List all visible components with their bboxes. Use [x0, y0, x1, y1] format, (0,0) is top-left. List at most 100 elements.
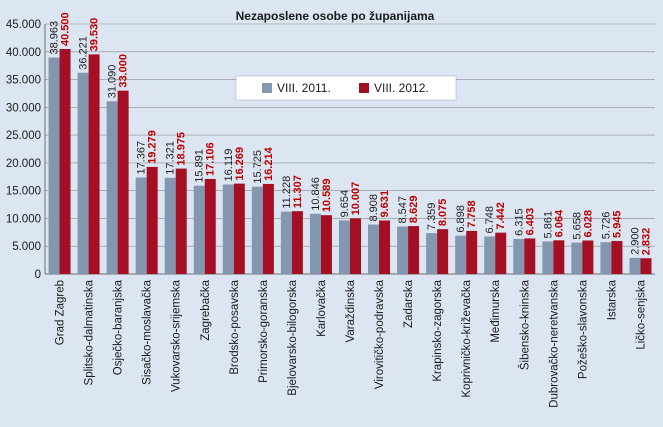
chart-title: Nezaposlene osobe po županijama [236, 9, 435, 23]
bar-2011 [339, 220, 350, 274]
bar-2012 [640, 258, 652, 274]
bar-2012 [495, 232, 507, 274]
bar-2012 [379, 220, 391, 274]
legend-swatch-2011 [262, 83, 272, 93]
bar-2012 [437, 229, 449, 274]
bar-2012 [582, 240, 594, 274]
y-tick-label: 30.000 [6, 102, 41, 114]
category-label: Splitsko-dalmatinska [84, 279, 96, 385]
bar-2012 [611, 240, 623, 274]
category-label: Zagrebačka [200, 279, 212, 340]
bar-2012 [524, 238, 536, 274]
data-label-2011: 5.726 [600, 212, 612, 240]
bar-2011 [280, 211, 292, 274]
y-tick-label: 15.000 [6, 186, 41, 198]
data-label-2012: 2.832 [640, 228, 652, 256]
data-label-2011: 6.315 [513, 208, 525, 236]
category-label: Bjelovarsko-bilogorska [287, 279, 299, 395]
data-label-2012: 39.530 [89, 18, 101, 52]
data-label-2011: 17.367 [136, 141, 148, 175]
category-label: Koprivničko-križevačka [461, 279, 473, 397]
data-label-2012: 8.629 [408, 196, 420, 224]
bar-2011 [542, 241, 554, 274]
legend: VIII. 2011. VIII. 2012. [235, 75, 457, 101]
data-label-2011: 8.908 [368, 194, 380, 222]
y-tick-label: 40.000 [6, 47, 41, 59]
data-label-2012: 17.106 [205, 142, 217, 176]
category-label: Vukovarsko-srijemska [171, 279, 183, 392]
data-label-2012: 10.007 [350, 182, 362, 216]
category-label: Sisačko-moslavačka [142, 279, 154, 384]
bar-2011 [251, 186, 263, 274]
data-label-2011: 6.898 [455, 205, 467, 233]
category-label: Ličko-senjska [635, 279, 647, 349]
data-label-2011: 5.861 [542, 211, 554, 239]
data-label-2012: 6.028 [582, 210, 594, 238]
bar-2012 [146, 166, 158, 274]
data-label-2011: 15.891 [194, 149, 206, 183]
data-label-2011: 11.228 [281, 176, 293, 209]
y-tick-label: 20.000 [6, 158, 41, 170]
category-label: Šibensko-kninska [518, 279, 531, 370]
y-tick-label: 0 [35, 269, 41, 281]
data-label-2011: 7.359 [426, 203, 438, 231]
y-tick-label: 10.000 [6, 213, 41, 225]
category-label: Krapinsko-zagorska [432, 279, 444, 381]
legend-swatch-2012 [359, 83, 369, 93]
bars [48, 49, 652, 275]
data-label-2011: 9.654 [339, 190, 351, 218]
category-label: Požeško-slavonska [577, 279, 589, 379]
bar-2012 [291, 211, 303, 274]
data-label-2011: 10.846 [310, 177, 322, 211]
data-label-2012: 5.945 [611, 210, 623, 238]
bar-2011 [484, 236, 496, 274]
bar-2012 [233, 183, 245, 274]
data-label-2012: 7.758 [466, 200, 478, 228]
y-tick-label: 45.000 [6, 19, 41, 31]
bar-2011 [426, 233, 438, 274]
data-label-2012: 19.279 [147, 130, 159, 164]
legend-label-2012: VIII. 2012. [374, 81, 429, 95]
bar-2012 [350, 218, 361, 274]
category-label: Varaždinska [345, 279, 357, 342]
bar-2011 [77, 72, 89, 275]
bar-2012 [408, 226, 420, 274]
category-label: Osječko-baranjska [113, 279, 125, 375]
data-label-2012: 33.000 [118, 54, 130, 88]
data-label-2012: 16.269 [234, 147, 246, 181]
data-label-2011: 16.119 [223, 149, 235, 182]
y-tick-label: 5.000 [12, 241, 41, 253]
data-label-2012: 9.631 [379, 190, 391, 218]
bar-2011 [629, 257, 641, 274]
bar-2011 [106, 101, 118, 275]
bar-2012 [204, 178, 216, 274]
data-label-2011: 31.090 [107, 65, 119, 99]
data-label-2012: 7.442 [495, 202, 507, 230]
data-label-2012: 10.589 [321, 179, 333, 213]
category-labels: Grad Zagreb Splitsko-dalmatinska Osječko-b… [55, 279, 648, 407]
bar-2012 [320, 215, 332, 274]
category-label: Grad Zagreb [55, 280, 67, 345]
data-label-2011: 6.748 [484, 206, 496, 234]
data-label-2011: 5.658 [571, 212, 583, 240]
category-label: Virovitičko-podravska [374, 279, 386, 389]
y-tick-label: 35.000 [6, 75, 41, 87]
data-label-2011: 8.547 [397, 196, 409, 224]
bar-2011 [309, 213, 321, 274]
data-label-2012: 18.975 [176, 132, 188, 166]
bar-2011 [48, 57, 60, 275]
category-label: Istarska [606, 279, 618, 320]
category-label: Karlovačka [316, 279, 328, 336]
bar-2012 [59, 49, 71, 274]
bar-2011 [571, 242, 583, 274]
legend-box [235, 75, 457, 101]
data-label-2012: 6.403 [524, 208, 536, 236]
data-label-2011: 38.963 [49, 21, 61, 55]
bar-2011 [600, 242, 612, 274]
bar-2011 [368, 224, 380, 274]
bar-2011 [193, 185, 205, 274]
bar-2012 [466, 230, 478, 274]
bar-2012 [175, 168, 187, 274]
